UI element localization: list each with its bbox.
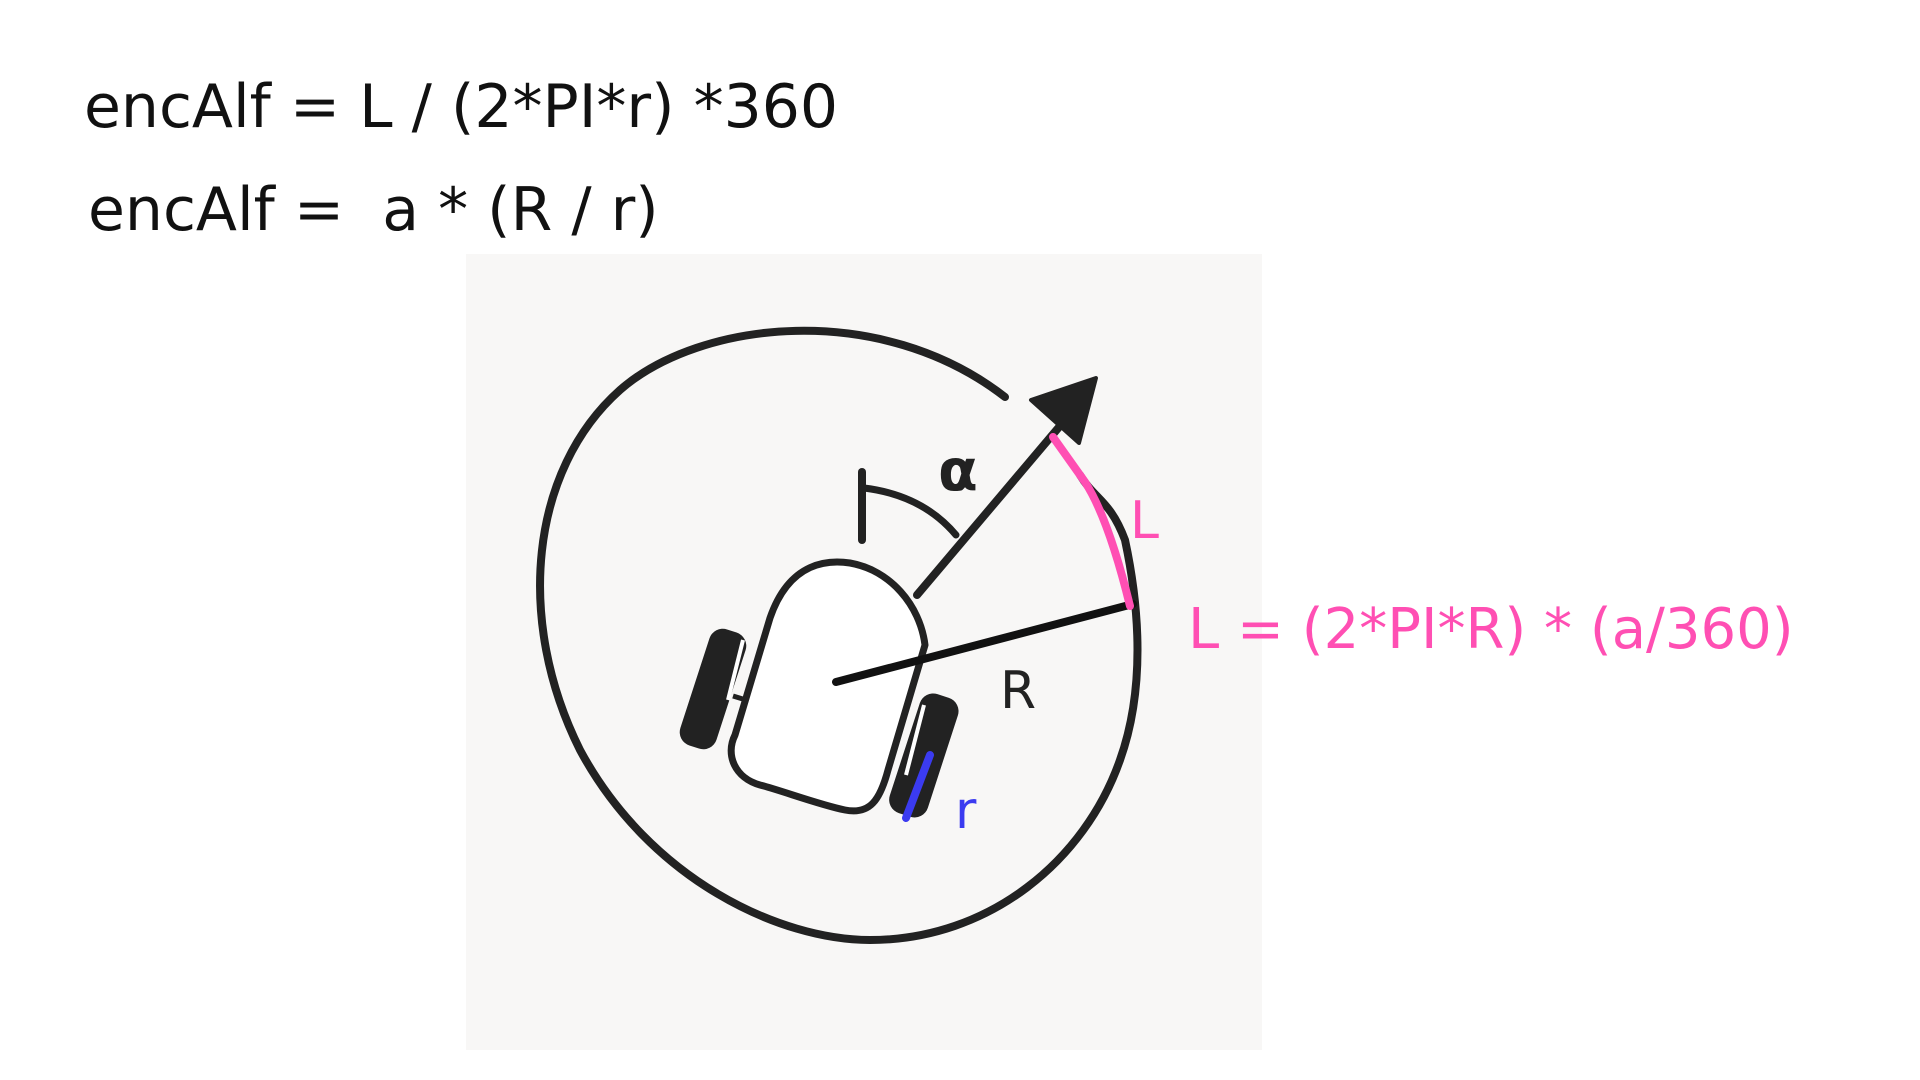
arc-formula-label: L = (2*PI*R) * (a/360)	[1188, 597, 1794, 662]
encoder-formula-length: encAlf = L / (2*PI*r) *360	[84, 72, 839, 142]
left-wheel-stripe	[726, 639, 745, 701]
arc-length-highlight	[1049, 433, 1134, 610]
arc-length-label: L	[1130, 491, 1159, 551]
wheel-radius-line	[902, 751, 934, 822]
turning-circle	[536, 326, 1142, 945]
robot-body	[727, 558, 929, 815]
right-wheel-stripe	[904, 704, 926, 776]
right-wheel	[889, 693, 959, 818]
turn-radius-line	[832, 600, 1137, 686]
heading-arrowhead	[1029, 376, 1098, 445]
left-axle	[732, 693, 747, 703]
angle-arc	[860, 484, 960, 539]
left-wheel	[679, 628, 747, 750]
wheel-radius-label: r	[955, 781, 977, 841]
encoder-formula-angle: encAlf = a * (R / r)	[88, 175, 659, 245]
angle-label: α	[938, 436, 978, 504]
turn-radius-label: R	[1000, 661, 1036, 721]
heading-arrow	[913, 416, 1069, 599]
